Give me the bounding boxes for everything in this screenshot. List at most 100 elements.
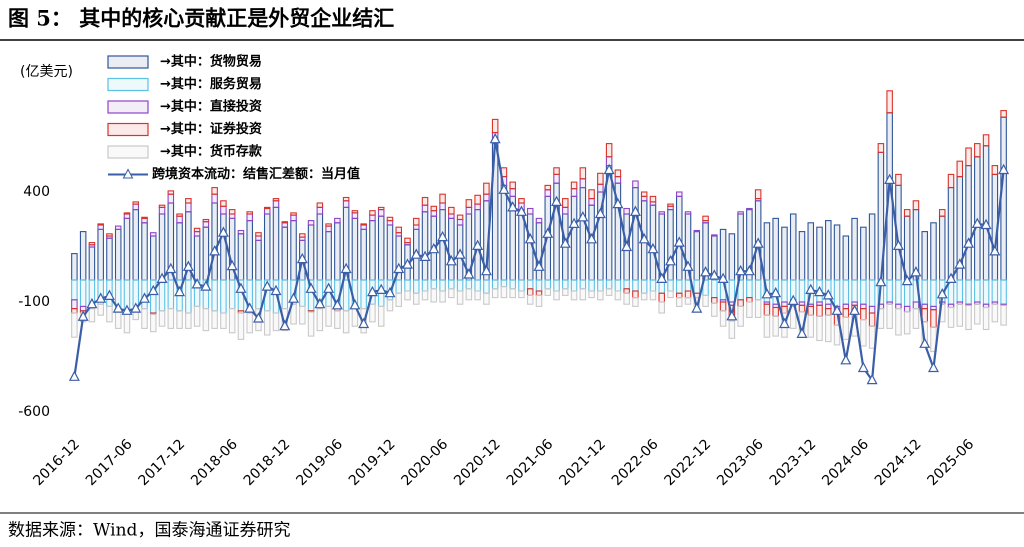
- x-tick-label: 2025-06: [925, 436, 978, 489]
- bar-segment: [903, 209, 911, 217]
- bar-segment: [807, 305, 815, 316]
- x-tick-label: 2016-12: [30, 436, 83, 489]
- bar-segment: [781, 301, 788, 307]
- bar-segment: [693, 229, 701, 233]
- line-marker: [156, 272, 168, 283]
- bar-segment: [693, 279, 701, 294]
- bar-segment: [123, 217, 131, 281]
- line-marker: [664, 255, 676, 266]
- bar-segment: [798, 231, 806, 281]
- bar-segment: [860, 319, 867, 347]
- line-marker: [489, 132, 501, 144]
- bar-segment: [158, 213, 166, 281]
- bar-segment: [88, 308, 96, 323]
- bar-segment: [79, 305, 87, 312]
- bar-segment: [553, 167, 560, 175]
- bar-segment: [570, 290, 578, 301]
- y-axis-label: (亿美元): [20, 64, 73, 80]
- line-marker: [288, 292, 300, 303]
- bar-segment: [193, 227, 201, 233]
- legend-label: →其中：证券投资: [160, 121, 262, 137]
- line-marker: [840, 354, 852, 365]
- bar-segment: [141, 217, 148, 224]
- bar-segment: [763, 314, 771, 338]
- bar-segment: [228, 279, 236, 310]
- bar-segment: [500, 279, 508, 288]
- line-marker: [787, 294, 799, 305]
- line-marker: [963, 237, 975, 248]
- bar-segment: [141, 222, 148, 281]
- bar-segment: [351, 212, 359, 219]
- bar-segment: [667, 209, 674, 281]
- bar-segment: [886, 303, 893, 329]
- bar-segment: [404, 279, 411, 292]
- bar-segment: [553, 279, 560, 292]
- line-marker: [761, 288, 773, 299]
- line-marker: [437, 230, 449, 242]
- bar-segment: [833, 324, 841, 346]
- bar-segment: [342, 200, 350, 208]
- bar-segment: [982, 279, 990, 305]
- bar-segment: [185, 202, 192, 213]
- bar-segment: [491, 118, 499, 134]
- bar-segment: [930, 222, 937, 281]
- bar-segment: [404, 290, 411, 301]
- bar-segment: [842, 279, 850, 305]
- bar-segment: [211, 279, 218, 312]
- bar-segment: [842, 235, 850, 281]
- bar-segment: [956, 279, 964, 303]
- line-marker: [770, 286, 782, 298]
- bar-segment: [158, 206, 166, 215]
- bar-segment: [167, 190, 175, 195]
- bar-segment: [649, 195, 657, 203]
- bar-segment: [737, 305, 744, 327]
- bar-segment: [947, 306, 955, 328]
- bar-segment: [421, 290, 429, 301]
- bar-segment: [1000, 304, 1007, 326]
- bar-segment: [351, 217, 359, 281]
- bar-segment: [439, 279, 446, 292]
- bar-segment: [982, 145, 990, 281]
- x-tick-label: 2023-06: [714, 436, 767, 489]
- bar-segment: [106, 305, 113, 323]
- bar-segment: [965, 147, 972, 167]
- bar-segment: [220, 279, 227, 314]
- bar-segment: [176, 215, 183, 224]
- bar-segment: [255, 232, 262, 237]
- line-marker: [366, 285, 378, 297]
- line-marker: [726, 310, 738, 321]
- bar-segment: [807, 222, 815, 281]
- line-marker: [875, 275, 887, 287]
- bar-segment: [79, 279, 87, 307]
- legend-swatch: [107, 122, 149, 137]
- bar-segment: [518, 279, 525, 292]
- line-marker: [358, 317, 370, 329]
- line-marker: [594, 207, 606, 219]
- bar-segment: [71, 299, 78, 310]
- bar-segment: [895, 303, 902, 310]
- line-marker: [612, 197, 624, 209]
- y-tick-label: -600: [18, 404, 50, 420]
- line-marker: [673, 236, 685, 247]
- bar-segment: [193, 305, 201, 327]
- bar-segment: [71, 253, 78, 281]
- x-tick-label: 2017-12: [136, 436, 189, 489]
- bar-segment: [562, 206, 569, 215]
- bar-segment: [246, 213, 253, 222]
- y-tick-label: 400: [23, 184, 50, 200]
- bar-segment: [825, 308, 832, 316]
- bar-segment: [281, 279, 289, 310]
- line-marker: [892, 239, 904, 250]
- line-marker: [428, 242, 440, 254]
- bar-segment: [439, 290, 446, 303]
- bar-segment: [675, 279, 683, 294]
- bar-segment: [369, 214, 376, 222]
- line-marker: [103, 289, 115, 300]
- bar-segment: [377, 209, 385, 217]
- x-tick-label: 2024-12: [872, 436, 925, 489]
- line-marker: [638, 233, 650, 244]
- bar-segment: [465, 288, 473, 301]
- bar-segment: [570, 195, 578, 281]
- bar-segment: [413, 292, 420, 305]
- bar-segment: [754, 279, 762, 301]
